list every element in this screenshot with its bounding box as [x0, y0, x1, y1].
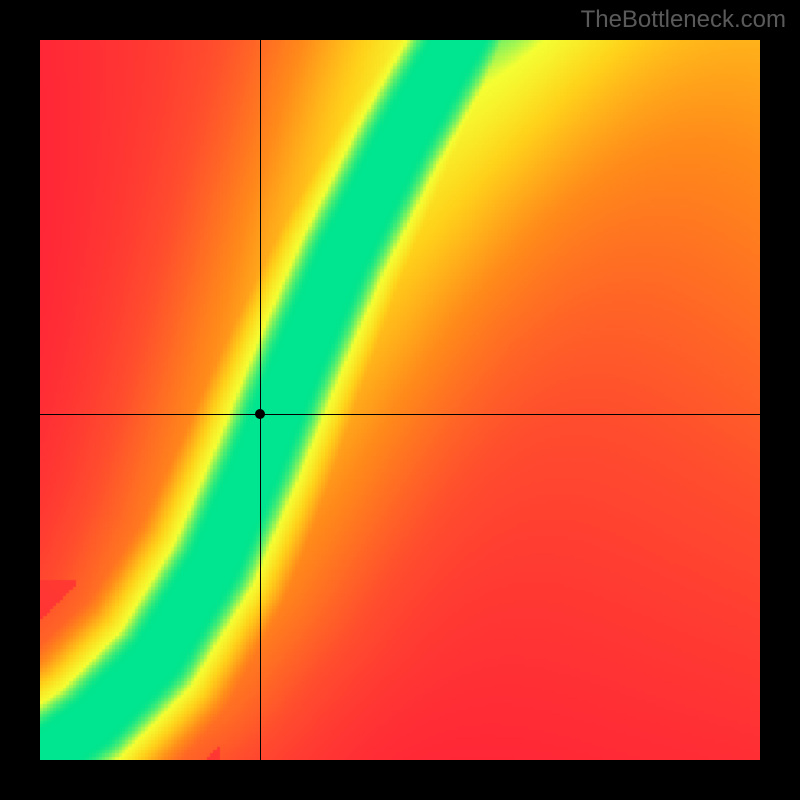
crosshair-horizontal [40, 414, 760, 415]
crosshair-marker [255, 409, 265, 419]
watermark-text: TheBottleneck.com [581, 6, 786, 34]
crosshair-vertical [260, 40, 261, 760]
heatmap-canvas [40, 40, 760, 760]
plot-area [40, 40, 760, 760]
chart-container: TheBottleneck.com [0, 0, 800, 800]
